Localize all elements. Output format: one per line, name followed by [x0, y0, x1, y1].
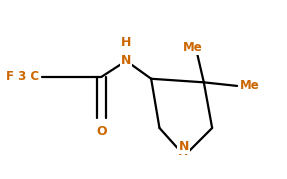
Text: Me: Me — [240, 79, 260, 92]
Text: O: O — [96, 125, 106, 138]
Text: N: N — [121, 54, 131, 67]
Text: H: H — [178, 144, 188, 158]
Text: H: H — [121, 37, 131, 49]
Text: F 3 C: F 3 C — [6, 71, 39, 83]
Text: N: N — [179, 140, 190, 153]
Text: Me: Me — [183, 41, 203, 54]
